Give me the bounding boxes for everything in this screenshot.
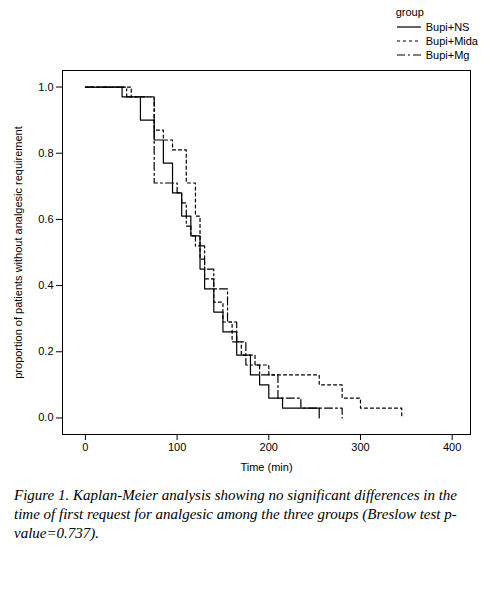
html-text:Bupi+Mida: Bupi+Mida xyxy=(425,35,478,47)
svg-text:Time (min): Time (min) xyxy=(240,461,292,473)
svg-text:0.4: 0.4 xyxy=(38,279,53,291)
svg-text:200: 200 xyxy=(260,441,278,453)
html-text:Bupi+Mg: Bupi+Mg xyxy=(425,49,470,61)
html-text:group: group xyxy=(395,6,424,18)
svg-text:400: 400 xyxy=(443,441,461,453)
svg-text:300: 300 xyxy=(351,441,369,453)
svg-text:0: 0 xyxy=(82,441,88,453)
svg-text:100: 100 xyxy=(168,441,186,453)
svg-text:0.2: 0.2 xyxy=(38,345,53,357)
svg-text:proportion of patients without: proportion of patients without analgesic… xyxy=(12,126,24,379)
svg-text:1.0: 1.0 xyxy=(38,81,53,93)
svg-text:0.8: 0.8 xyxy=(38,147,53,159)
svg-text:0.6: 0.6 xyxy=(38,213,53,225)
svg-text:0.0: 0.0 xyxy=(38,411,53,423)
html-text:Figure 1. Kaplan-Meier analysi: Figure 1. Kaplan-Meier analysis showing … xyxy=(14,487,457,541)
html-text:Bupi+NS: Bupi+NS xyxy=(425,21,470,33)
